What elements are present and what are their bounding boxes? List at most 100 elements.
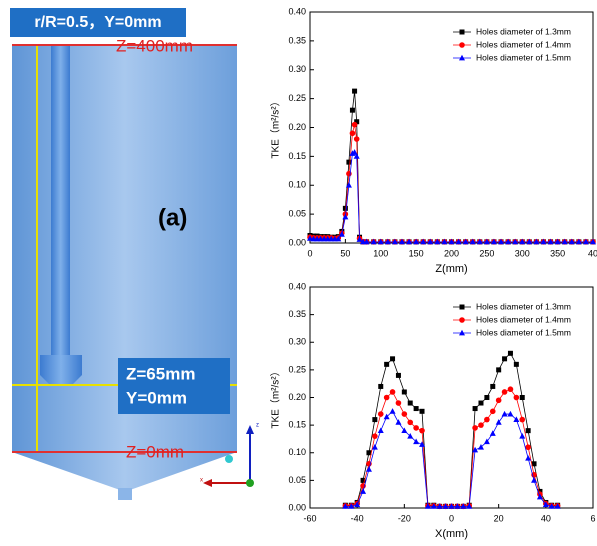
series-line: [345, 411, 557, 506]
marker: [473, 406, 478, 411]
marker: [378, 427, 384, 433]
marker: [502, 389, 508, 395]
marker: [352, 89, 357, 94]
marker: [525, 444, 531, 450]
marker: [354, 136, 360, 142]
y-tick-label: 0.30: [288, 64, 306, 74]
marker: [502, 411, 508, 417]
marker: [396, 373, 401, 378]
marker: [350, 130, 356, 136]
y-tick-label: 0.10: [288, 180, 306, 190]
x-axis-label: X(mm): [435, 528, 468, 540]
level-label: Y=0mm: [126, 388, 187, 407]
marker: [519, 433, 525, 439]
legend-label: Holes diameter of 1.3mm: [476, 301, 571, 311]
legend-label: Holes diameter of 1.4mm: [476, 314, 571, 324]
x-tick-label: 250: [479, 248, 494, 258]
marker: [519, 417, 525, 423]
figure: r/R=0.5，Y=0mm Z=400mm Z=65mm Y=0mm Z=0mm…: [0, 0, 597, 541]
marker: [478, 401, 483, 406]
marker: [507, 411, 513, 417]
legend-marker: [460, 305, 465, 310]
marker: [390, 408, 396, 414]
marker: [531, 477, 537, 483]
marker: [390, 356, 395, 361]
x-tick-label: -40: [351, 513, 364, 523]
marker: [520, 395, 525, 400]
marker: [384, 362, 389, 367]
marker: [402, 389, 407, 394]
marker: [384, 395, 390, 401]
marker: [366, 466, 372, 472]
marker: [413, 425, 419, 431]
section-label: r/R=0.5，Y=0mm: [34, 14, 161, 31]
marker: [472, 425, 478, 431]
marker: [502, 356, 507, 361]
y-tick-label: 0.30: [288, 337, 306, 347]
marker: [478, 422, 484, 428]
marker: [496, 397, 502, 403]
x-tick-label: 300: [515, 248, 530, 258]
arrowhead: [246, 425, 254, 434]
marker: [484, 395, 489, 400]
x-tick-label: 0: [449, 513, 454, 523]
marker: [408, 401, 413, 406]
marker: [496, 367, 501, 372]
marker: [514, 395, 520, 401]
marker: [407, 420, 413, 426]
x-axis-label: Z(mm): [435, 263, 467, 275]
y-tick-label: 0.40: [288, 6, 306, 16]
x-tick-label: 100: [373, 248, 388, 258]
level-label: Z=400mm: [116, 36, 193, 55]
marker: [420, 409, 425, 414]
y-tick-label: 0.15: [288, 420, 306, 430]
series-line: [310, 152, 593, 242]
cone: [12, 452, 237, 490]
y-tick-label: 0.35: [288, 309, 306, 319]
x-tick-label: 150: [409, 248, 424, 258]
marker: [490, 430, 496, 436]
y-tick-label: 0.05: [288, 475, 306, 485]
inner-tube: [51, 45, 70, 355]
x-tick-label: 50: [340, 248, 350, 258]
axis-dot: [225, 455, 233, 463]
x-tick-label: 350: [550, 248, 565, 258]
legend-marker: [460, 30, 465, 35]
y-tick-label: 0.00: [288, 237, 306, 247]
marker: [372, 417, 377, 422]
y-tick-label: 0.05: [288, 209, 306, 219]
marker: [378, 411, 384, 417]
axis-label: z: [256, 423, 259, 429]
legend-label: Holes diameter of 1.3mm: [476, 26, 571, 36]
marker: [350, 108, 355, 113]
marker: [346, 171, 352, 177]
marker: [508, 386, 514, 392]
y-tick-label: 0.20: [288, 392, 306, 402]
marker: [526, 428, 531, 433]
y-axis-label: TKE（m²/s²）: [270, 96, 282, 158]
marker: [395, 419, 401, 425]
x-tick-label: 200: [444, 248, 459, 258]
panel-label: (a): [158, 204, 187, 231]
x-tick-label: 6: [590, 513, 595, 523]
axis-label: x: [200, 478, 203, 484]
y-tick-label: 0.20: [288, 122, 306, 132]
marker: [396, 400, 402, 406]
marker: [390, 389, 396, 395]
marker: [484, 417, 490, 423]
marker: [414, 406, 419, 411]
origin: [246, 479, 254, 487]
marker: [346, 160, 351, 165]
marker: [378, 384, 383, 389]
nozzle: [118, 488, 132, 500]
x-tick-label: 0: [307, 248, 312, 258]
marker: [419, 428, 425, 434]
legend-label: Holes diameter of 1.4mm: [476, 39, 571, 49]
legend-marker: [459, 317, 465, 323]
x-tick-label: 40: [588, 248, 597, 258]
marker: [490, 409, 496, 415]
y-tick-label: 0.40: [288, 281, 306, 291]
marker: [372, 433, 378, 439]
y-tick-label: 0.35: [288, 35, 306, 45]
marker: [352, 122, 358, 128]
